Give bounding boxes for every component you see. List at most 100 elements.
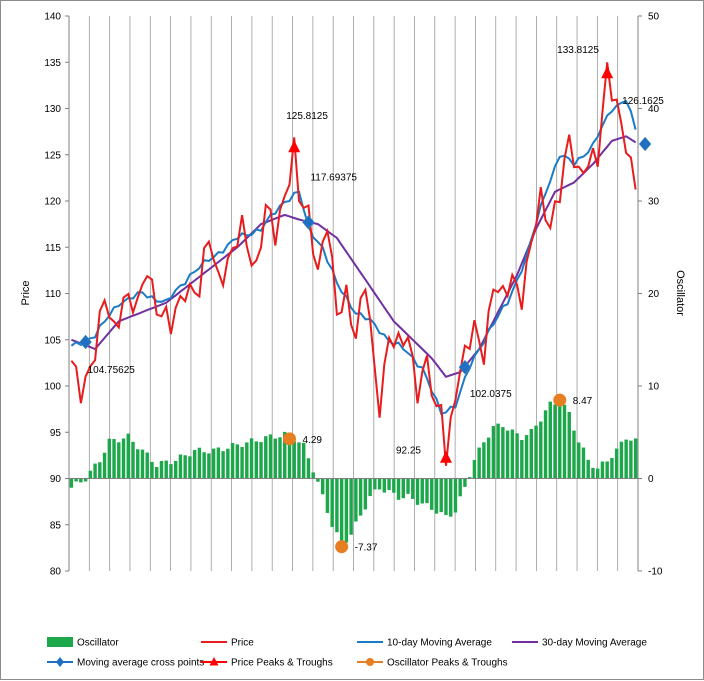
oscillator-bar xyxy=(69,478,74,488)
left-tick-label: 110 xyxy=(45,289,61,300)
price-peak-marker xyxy=(601,66,614,79)
series-lines xyxy=(70,62,637,466)
left-tick-label: 90 xyxy=(50,474,62,485)
left-tick-label: 115 xyxy=(45,243,61,254)
data-label: 133.8125 xyxy=(557,45,599,56)
oscillator-bar xyxy=(126,433,130,479)
oscillator-bar xyxy=(586,459,590,479)
left-tick-label: 125 xyxy=(44,150,61,161)
legend-item: Oscillator Peaks & Troughs xyxy=(357,658,508,669)
oscillator-bar xyxy=(98,462,102,479)
oscillator-bar xyxy=(183,455,187,479)
oscillator-bar xyxy=(406,478,410,494)
oscillator-bar xyxy=(491,426,496,479)
oscillator-bar xyxy=(505,430,510,479)
oscillator-bar xyxy=(273,438,277,479)
oscillator-bar xyxy=(411,478,415,499)
oscillator-bar xyxy=(548,401,552,479)
oscillator-bar xyxy=(439,478,443,513)
oscillator-bar xyxy=(553,404,557,479)
left-tick-label: 100 xyxy=(44,382,61,393)
oscillator-bar xyxy=(562,404,567,479)
oscillator-bar xyxy=(534,425,538,479)
oscillator-bar xyxy=(117,442,121,479)
oscillator-bar xyxy=(79,478,83,483)
legend-label: Moving average cross points xyxy=(77,658,204,669)
oscillator-bar xyxy=(330,478,334,527)
oscillator-bar xyxy=(226,448,230,479)
right-tick-label: -10 xyxy=(648,567,663,578)
right-axis-title: Oscillator xyxy=(674,270,686,316)
oscillator-bar xyxy=(368,478,372,497)
cross-point-marker xyxy=(458,359,472,375)
cross-point-marker xyxy=(302,214,315,230)
oscillator-bar xyxy=(178,454,183,479)
oscillator-bar xyxy=(633,438,638,479)
left-tick-label: 130 xyxy=(44,104,61,115)
legend-item: 10-day Moving Average xyxy=(357,638,492,649)
oscillator-bar xyxy=(131,441,135,479)
oscillator-bar xyxy=(325,478,330,513)
left-tick-label: 120 xyxy=(44,197,61,208)
oscillator-bar xyxy=(591,467,595,479)
annotations: 125.8125 117.69375 104.75625 102.0375 92.25 1… xyxy=(88,45,665,553)
oscillator-peak-marker xyxy=(553,393,567,407)
legend-label: Price Peaks & Troughs xyxy=(231,658,333,669)
oscillator-bar xyxy=(458,478,462,497)
right-tick-label: 10 xyxy=(648,382,660,393)
oscillator-bar xyxy=(572,430,576,479)
oscillator-bar xyxy=(392,478,396,493)
oscillator-bar xyxy=(306,458,311,479)
oscillator-bar xyxy=(610,458,614,479)
legend: Oscillator Price 10-day Moving Average 30-d… xyxy=(47,637,647,669)
data-label: 8.47 xyxy=(573,396,593,407)
oscillator-bar xyxy=(619,441,624,479)
oscillator-bar xyxy=(211,448,216,479)
oscillator-bar xyxy=(202,452,206,479)
oscillator-bar xyxy=(396,478,401,500)
oscillator-bar xyxy=(230,443,235,479)
legend-marker xyxy=(366,658,374,666)
oscillator-bar xyxy=(401,478,405,499)
left-tick-label: 135 xyxy=(44,58,61,69)
left-tick-label: 85 xyxy=(50,520,62,531)
oscillator-bar xyxy=(463,478,467,487)
oscillator-bar xyxy=(373,478,377,490)
oscillator-bar xyxy=(539,421,543,479)
data-label: 92.25 xyxy=(396,446,421,457)
data-label: 126.1625 xyxy=(622,96,664,107)
legend-label: 10-day Moving Average xyxy=(387,638,492,649)
oscillator-bar xyxy=(387,478,391,491)
legend-item: Moving average cross points xyxy=(47,657,204,669)
oscillator-bar xyxy=(577,442,581,479)
oscillator-bar xyxy=(292,441,296,479)
oscillator-bar xyxy=(93,463,97,479)
oscillator-bar xyxy=(283,431,287,479)
oscillator-bar xyxy=(448,478,453,517)
oscillator-bar xyxy=(207,453,211,479)
oscillator-bar xyxy=(221,451,225,479)
oscillator-bar xyxy=(339,478,344,544)
legend-marker xyxy=(56,657,64,667)
oscillator-bar xyxy=(444,478,448,516)
oscillator-bar xyxy=(249,438,254,479)
oscillator-bar xyxy=(254,441,259,479)
oscillator-bar xyxy=(136,449,140,479)
legend-label: 30-day Moving Average xyxy=(542,638,647,649)
oscillator-bar xyxy=(520,439,524,479)
oscillator-bar xyxy=(102,452,107,479)
oscillator-bar xyxy=(477,447,481,479)
oscillator-bar xyxy=(150,461,154,479)
data-label: -7.37 xyxy=(355,543,378,554)
oscillator-bar xyxy=(510,429,515,479)
oscillator-bar xyxy=(377,478,382,490)
oscillator-bar xyxy=(382,478,387,493)
legend-label: Oscillator Peaks & Troughs xyxy=(387,658,508,669)
oscillator-bar xyxy=(581,447,586,479)
oscillator-bar xyxy=(159,460,164,479)
oscillator-bar xyxy=(259,442,263,479)
oscillator-bar xyxy=(216,447,221,479)
oscillator-bar xyxy=(482,442,486,479)
oscillator-bar xyxy=(567,412,571,479)
